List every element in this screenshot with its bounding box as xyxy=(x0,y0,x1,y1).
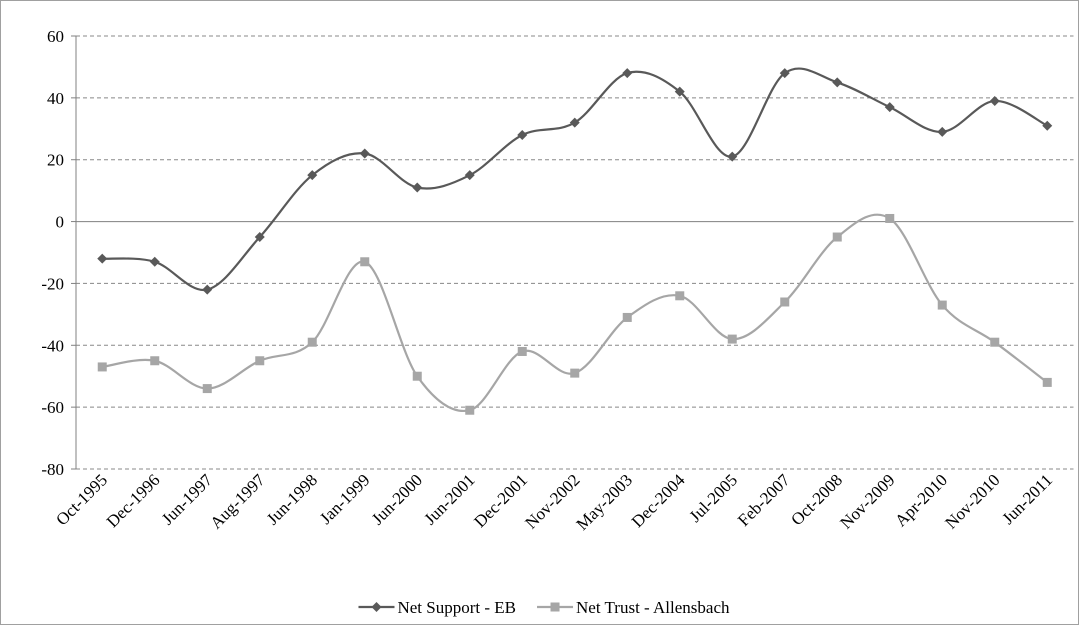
marker xyxy=(359,148,370,159)
marker xyxy=(885,213,895,223)
marker xyxy=(832,77,843,88)
marker xyxy=(254,232,265,243)
marker xyxy=(464,170,475,181)
marker xyxy=(1042,377,1052,387)
marker xyxy=(727,151,738,162)
marker xyxy=(255,356,265,366)
marker xyxy=(832,232,842,242)
marker xyxy=(149,256,160,267)
marker xyxy=(465,405,475,415)
y-tick-label: 60 xyxy=(47,27,64,46)
legend-label: Net Support - EB xyxy=(397,598,516,617)
marker xyxy=(202,384,212,394)
marker xyxy=(570,368,580,378)
marker xyxy=(569,117,580,128)
marker xyxy=(780,297,790,307)
marker xyxy=(307,170,318,181)
marker xyxy=(675,291,685,301)
marker xyxy=(150,356,160,366)
y-tick-label: -80 xyxy=(41,460,64,479)
marker xyxy=(97,253,108,264)
marker xyxy=(412,371,422,381)
marker xyxy=(727,334,737,344)
y-tick-label: -40 xyxy=(41,336,64,355)
marker xyxy=(622,68,633,79)
marker xyxy=(779,68,790,79)
y-tick-label: -60 xyxy=(41,398,64,417)
marker xyxy=(989,95,1000,106)
marker xyxy=(937,126,948,137)
marker xyxy=(674,86,685,97)
marker xyxy=(517,346,527,356)
marker xyxy=(412,182,423,193)
marker xyxy=(307,337,317,347)
legend-marker xyxy=(371,602,382,612)
marker xyxy=(990,337,1000,347)
y-tick-label: 40 xyxy=(47,89,64,108)
marker xyxy=(360,257,370,267)
legend-marker xyxy=(550,602,560,612)
y-tick-label: 20 xyxy=(47,151,64,170)
marker xyxy=(97,362,107,372)
legend-label: Net Trust - Allensbach xyxy=(576,598,730,617)
y-tick-label: -20 xyxy=(41,274,64,293)
marker xyxy=(202,284,213,295)
marker xyxy=(517,129,528,140)
marker xyxy=(884,102,895,113)
marker xyxy=(622,312,632,322)
marker xyxy=(937,300,947,310)
y-tick-label: 0 xyxy=(56,213,65,232)
marker xyxy=(1042,120,1053,131)
